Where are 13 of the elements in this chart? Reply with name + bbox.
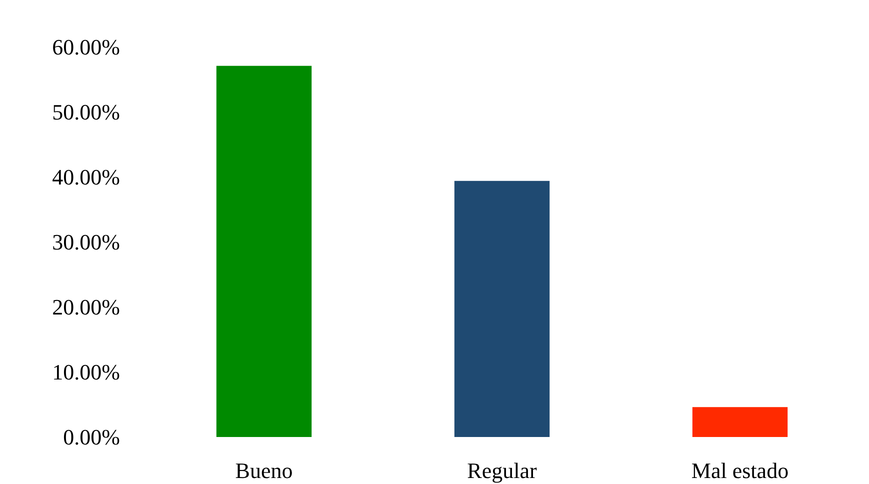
bar xyxy=(216,66,312,437)
y-tick-label: 30.00% xyxy=(52,230,120,255)
x-tick-label: Regular xyxy=(467,458,538,483)
x-tick-label: Mal estado xyxy=(691,458,789,483)
y-tick-label: 10.00% xyxy=(52,360,120,385)
y-tick-label: 50.00% xyxy=(52,100,120,125)
bar xyxy=(454,180,550,437)
x-tick-label: Bueno xyxy=(235,458,293,483)
y-tick-label: 0.00% xyxy=(63,424,120,450)
y-tick-label: 60.00% xyxy=(52,34,120,60)
y-tick-label: 40.00% xyxy=(52,164,120,190)
bar xyxy=(692,407,788,437)
y-tick-label: 20.00% xyxy=(52,294,120,320)
